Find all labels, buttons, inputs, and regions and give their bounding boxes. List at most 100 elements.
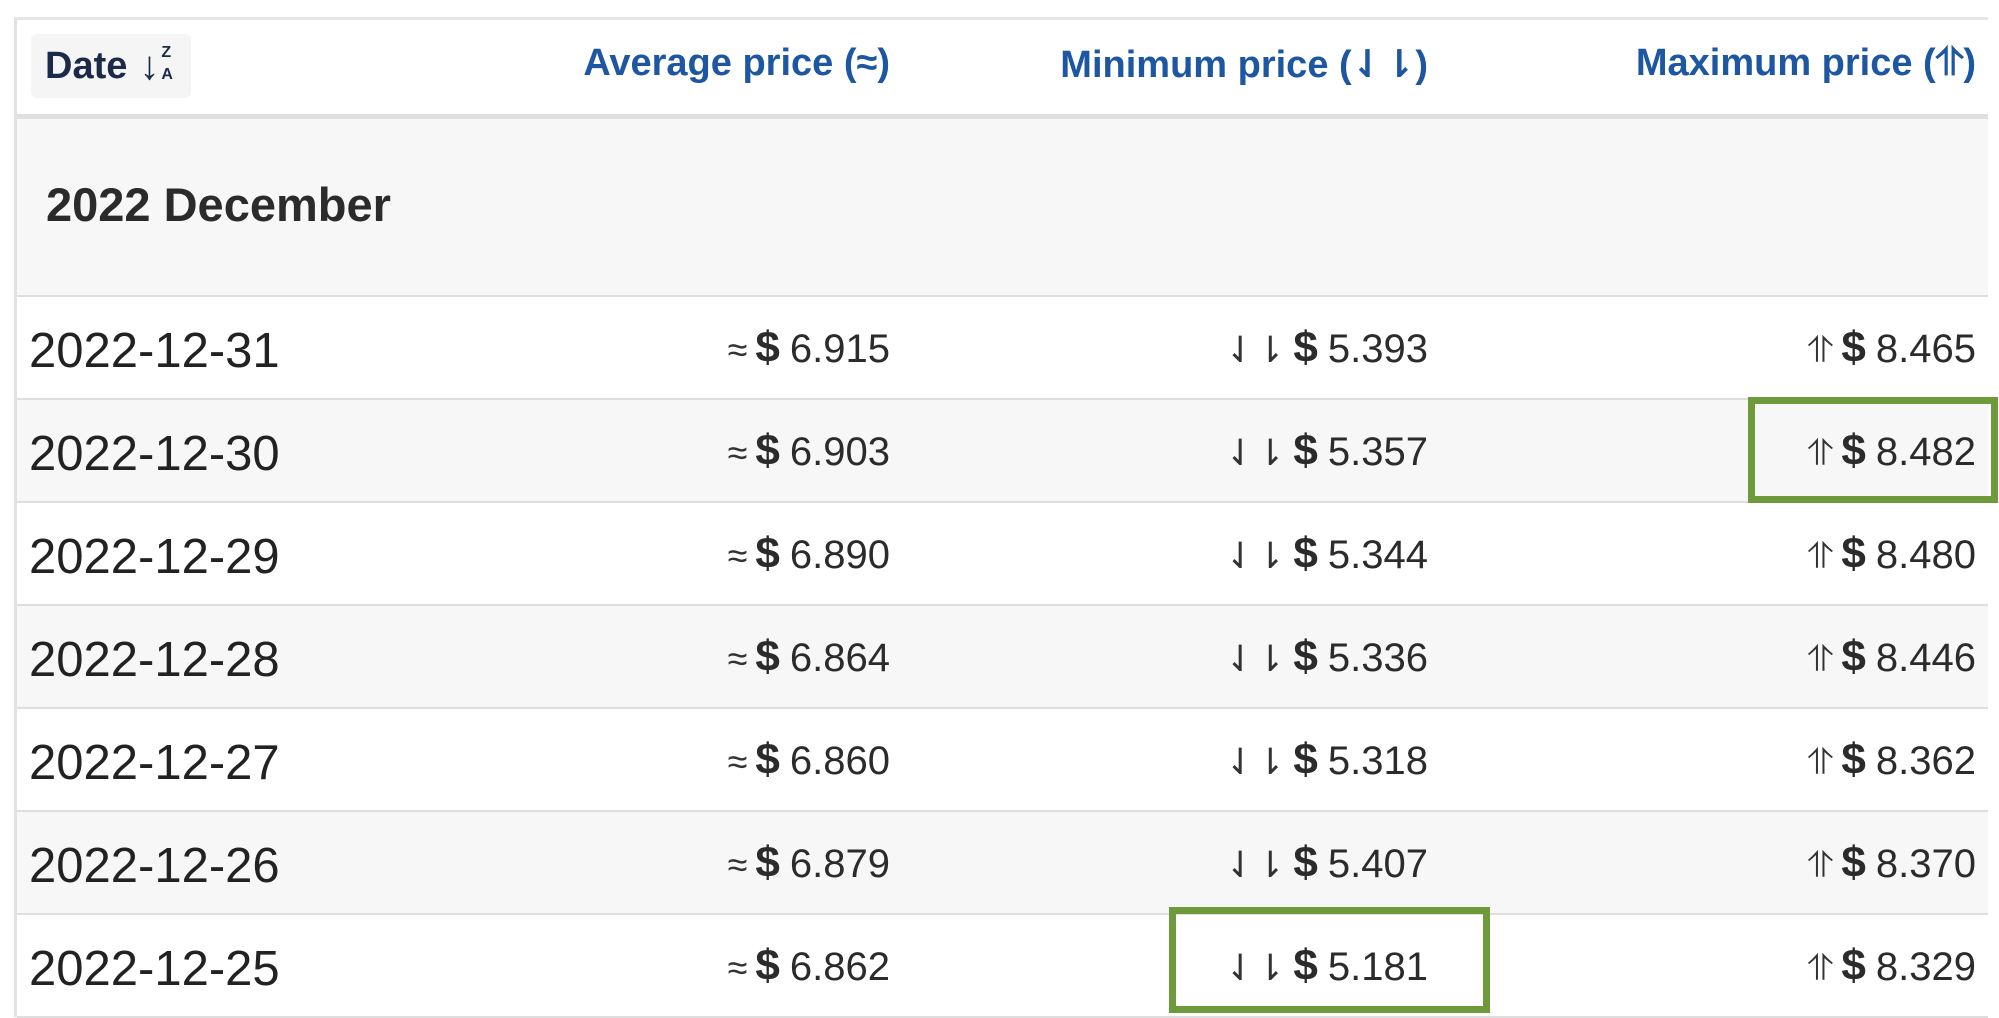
currency-symbol: $ [1293, 323, 1318, 372]
table-row: 2022-12-25 ≈ $6.862 ⇃⇂ $5.181 ⥣ $8.329 [17, 915, 1988, 1018]
up-arrows-icon: ⥣ [1807, 638, 1834, 679]
currency-symbol: $ [1841, 632, 1866, 681]
down-arrows-icon: ⇃⇂ [1225, 638, 1286, 679]
sort-descending-za-icon[interactable]: ↓ Z A [139, 44, 173, 88]
minimum-price-cell: ⇃⇂ $5.181 [1225, 941, 1428, 991]
approx-icon: ≈ [727, 329, 748, 370]
approx-icon: ≈ [727, 638, 748, 679]
currency-symbol: $ [755, 735, 780, 784]
up-arrows-icon: ⥣ [1807, 741, 1834, 782]
up-arrows-icon: ⥣ [1807, 844, 1834, 885]
price-value: 6.864 [789, 636, 890, 680]
currency-symbol: $ [755, 838, 780, 887]
average-price-cell: ≈ $6.890 [728, 529, 890, 579]
currency-symbol: $ [755, 323, 780, 372]
currency-symbol: $ [1293, 838, 1318, 887]
maximum-price-cell: ⥣ $8.362 [1807, 735, 1976, 785]
currency-symbol: $ [1841, 323, 1866, 372]
currency-symbol: $ [1841, 941, 1866, 990]
table-row: 2022-12-26 ≈ $6.879 ⇃⇂ $5.407 ⥣ $8.370 [17, 812, 1988, 915]
price-value: 5.336 [1327, 636, 1428, 680]
price-value: 6.903 [789, 430, 890, 474]
price-value: 6.860 [789, 739, 890, 783]
currency-symbol: $ [1293, 529, 1318, 578]
table-header: Date ↓ Z A Average price (≈) Minimum pri… [17, 20, 1988, 119]
maximum-price-header[interactable]: Maximum price (⥣) [1635, 42, 1976, 84]
up-arrows-icon: ⥣ [1807, 432, 1834, 473]
table-row: 2022-12-27 ≈ $6.860 ⇃⇂ $5.318 ⥣ $8.362 [17, 709, 1988, 812]
month-group-label: 2022 December [46, 178, 391, 231]
currency-symbol: $ [1841, 735, 1866, 784]
minimum-price-cell: ⇃⇂ $5.393 [1225, 323, 1428, 373]
currency-symbol: $ [1293, 735, 1318, 784]
price-value: 8.465 [1875, 327, 1976, 371]
price-value: 5.393 [1327, 327, 1428, 371]
date-cell: 2022-12-28 [29, 633, 280, 687]
date-cell: 2022-12-30 [29, 427, 280, 481]
maximum-price-cell: ⥣ $8.446 [1807, 632, 1976, 682]
minimum-price-cell: ⇃⇂ $5.407 [1225, 838, 1428, 888]
average-price-header[interactable]: Average price (≈) [583, 42, 890, 84]
highlight-min-price-box [1169, 907, 1490, 1013]
table-row: 2022-12-31 ≈ $6.915 ⇃⇂ $5.393 ⥣ $8.465 [17, 297, 1988, 400]
minimum-price-cell: ⇃⇂ $5.357 [1225, 426, 1428, 476]
currency-symbol: $ [755, 941, 780, 990]
currency-symbol: $ [1841, 529, 1866, 578]
price-value: 8.362 [1875, 739, 1976, 783]
price-value: 6.915 [789, 327, 890, 371]
down-arrows-icon: ⇃⇂ [1225, 947, 1286, 988]
down-arrows-icon: ⇃⇂ [1225, 432, 1286, 473]
up-arrows-icon: ⥣ [1807, 535, 1834, 576]
average-price-cell: ≈ $6.879 [728, 838, 890, 888]
date-cell: 2022-12-31 [29, 324, 280, 378]
price-value: 6.862 [789, 945, 890, 989]
currency-symbol: $ [1293, 632, 1318, 681]
maximum-price-cell: ⥣ $8.370 [1807, 838, 1976, 888]
price-value: 6.890 [789, 533, 890, 577]
table-row: 2022-12-28 ≈ $6.864 ⇃⇂ $5.336 ⥣ $8.446 [17, 606, 1988, 709]
up-arrows-icon: ⥣ [1807, 947, 1834, 988]
up-arrows-icon: ⥣ [1807, 329, 1834, 370]
price-value: 8.329 [1875, 945, 1976, 989]
down-arrows-icon: ⇃⇂ [1225, 535, 1286, 576]
date-cell: 2022-12-29 [29, 530, 280, 584]
date-cell: 2022-12-27 [29, 736, 280, 790]
price-value: 5.181 [1327, 945, 1428, 989]
price-value: 6.879 [789, 842, 890, 886]
approx-icon: ≈ [727, 535, 748, 576]
currency-symbol: $ [755, 529, 780, 578]
average-price-cell: ≈ $6.864 [728, 632, 890, 682]
price-value: 5.407 [1327, 842, 1428, 886]
price-value: 8.370 [1875, 842, 1976, 886]
date-column-header[interactable]: Date ↓ Z A [31, 34, 191, 98]
price-value: 8.446 [1875, 636, 1976, 680]
minimum-price-cell: ⇃⇂ $5.344 [1225, 529, 1428, 579]
currency-symbol: $ [755, 632, 780, 681]
maximum-price-cell: ⥣ $8.480 [1807, 529, 1976, 579]
price-value: 5.357 [1327, 430, 1428, 474]
minimum-price-header[interactable]: Minimum price (⇃⇂) [1060, 44, 1428, 86]
price-value: 5.344 [1327, 533, 1428, 577]
maximum-price-cell: ⥣ $8.329 [1807, 941, 1976, 991]
month-group-row: 2022 December [17, 119, 1988, 297]
price-value: 5.318 [1327, 739, 1428, 783]
currency-symbol: $ [1841, 838, 1866, 887]
average-price-cell: ≈ $6.903 [728, 426, 890, 476]
price-value: 8.482 [1875, 430, 1976, 474]
currency-symbol: $ [1293, 426, 1318, 475]
table-row: 2022-12-30 ≈ $6.903 ⇃⇂ $5.357 ⥣ $8.482 [17, 400, 1988, 503]
approx-icon: ≈ [727, 947, 748, 988]
table-row: 2022-12-29 ≈ $6.890 ⇃⇂ $5.344 ⥣ $8.480 [17, 503, 1988, 606]
currency-symbol: $ [1293, 941, 1318, 990]
price-value: 8.480 [1875, 533, 1976, 577]
minimum-price-cell: ⇃⇂ $5.336 [1225, 632, 1428, 682]
maximum-price-cell: ⥣ $8.482 [1807, 426, 1976, 476]
date-cell: 2022-12-26 [29, 839, 280, 893]
down-arrows-icon: ⇃⇂ [1225, 329, 1286, 370]
average-price-cell: ≈ $6.860 [728, 735, 890, 785]
average-price-cell: ≈ $6.862 [728, 941, 890, 991]
currency-symbol: $ [755, 426, 780, 475]
average-price-cell: ≈ $6.915 [728, 323, 890, 373]
approx-icon: ≈ [727, 844, 748, 885]
maximum-price-cell: ⥣ $8.465 [1807, 323, 1976, 373]
